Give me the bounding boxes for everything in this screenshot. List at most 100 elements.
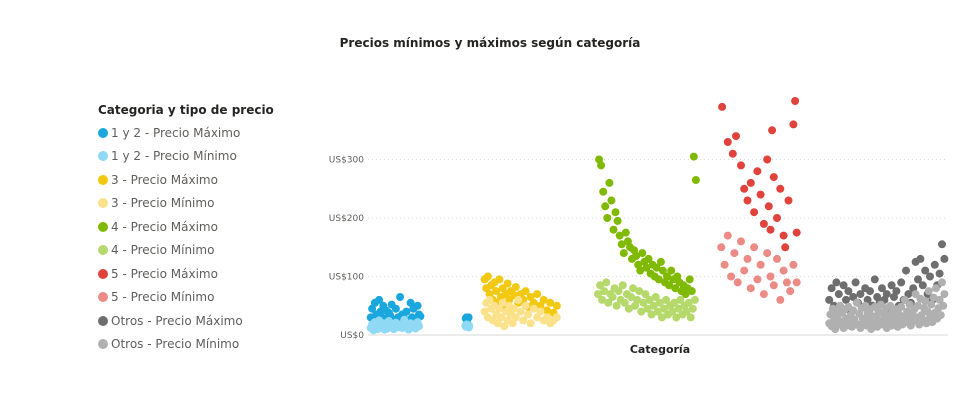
data-point[interactable] <box>529 298 538 307</box>
data-point[interactable] <box>500 322 509 331</box>
data-point[interactable] <box>629 284 637 293</box>
data-point[interactable] <box>594 290 602 299</box>
data-point[interactable] <box>613 216 622 225</box>
data-point[interactable] <box>510 304 519 313</box>
data-point[interactable] <box>844 287 853 296</box>
data-point[interactable] <box>938 278 946 287</box>
data-point[interactable] <box>495 275 504 284</box>
data-point[interactable] <box>600 287 609 296</box>
data-point[interactable] <box>914 275 922 284</box>
data-point[interactable] <box>543 313 551 322</box>
data-point[interactable] <box>776 184 785 193</box>
data-point[interactable] <box>671 284 680 293</box>
data-point[interactable] <box>781 243 790 252</box>
data-point[interactable] <box>483 272 492 281</box>
data-point[interactable] <box>617 240 626 249</box>
data-point[interactable] <box>656 257 665 266</box>
data-point[interactable] <box>524 310 533 319</box>
data-point[interactable] <box>641 290 650 299</box>
data-point[interactable] <box>773 214 781 222</box>
data-point[interactable] <box>636 266 645 275</box>
data-point[interactable] <box>605 178 614 187</box>
legend-item-3[interactable]: 3 - Precio Máximo <box>98 168 274 192</box>
data-point[interactable] <box>627 293 635 301</box>
data-point[interactable] <box>782 278 791 287</box>
data-point[interactable] <box>638 249 647 258</box>
data-point[interactable] <box>658 266 667 275</box>
data-point[interactable] <box>769 173 778 182</box>
data-point[interactable] <box>769 281 778 290</box>
legend-item-10[interactable]: Otros - Precio Mínimo <box>98 333 274 357</box>
data-point[interactable] <box>737 161 745 170</box>
data-point[interactable] <box>870 275 879 284</box>
legend-item-6[interactable]: 4 - Precio Mínimo <box>98 239 274 263</box>
data-point[interactable] <box>927 300 936 309</box>
data-point[interactable] <box>492 287 501 296</box>
data-point[interactable] <box>839 281 848 290</box>
data-point[interactable] <box>415 322 423 331</box>
legend-item-8[interactable]: 5 - Precio Mínimo <box>98 286 274 310</box>
data-point[interactable] <box>730 249 739 258</box>
data-point[interactable] <box>655 298 664 307</box>
data-point[interactable] <box>511 283 520 291</box>
data-point[interactable] <box>723 138 732 146</box>
data-point[interactable] <box>643 304 652 313</box>
data-point[interactable] <box>753 167 762 176</box>
data-point[interactable] <box>921 297 930 306</box>
data-point[interactable] <box>609 225 618 234</box>
data-point[interactable] <box>756 190 765 199</box>
data-point[interactable] <box>733 278 742 287</box>
data-point[interactable] <box>789 260 798 269</box>
data-point[interactable] <box>768 126 777 135</box>
data-point[interactable] <box>503 279 512 288</box>
data-point[interactable] <box>766 225 775 234</box>
data-point[interactable] <box>940 254 949 263</box>
data-point[interactable] <box>902 266 910 275</box>
data-point[interactable] <box>654 275 663 284</box>
data-point[interactable] <box>737 237 745 246</box>
data-point[interactable] <box>856 324 865 332</box>
data-point[interactable] <box>938 240 946 249</box>
data-point[interactable] <box>620 298 629 307</box>
data-point[interactable] <box>660 304 668 313</box>
data-point[interactable] <box>514 295 523 304</box>
data-point[interactable] <box>773 254 781 263</box>
data-point[interactable] <box>856 290 865 299</box>
data-point[interactable] <box>849 306 858 315</box>
data-point[interactable] <box>892 287 901 296</box>
data-point[interactable] <box>852 298 861 307</box>
data-point[interactable] <box>493 319 502 328</box>
data-point[interactable] <box>940 290 949 299</box>
data-point[interactable] <box>536 301 545 310</box>
data-point[interactable] <box>687 287 696 296</box>
data-point[interactable] <box>935 295 944 304</box>
data-point[interactable] <box>614 287 623 296</box>
data-point[interactable] <box>497 313 505 322</box>
data-point[interactable] <box>932 284 940 293</box>
data-point[interactable] <box>611 208 620 217</box>
data-point[interactable] <box>851 278 860 287</box>
data-point[interactable] <box>834 290 843 299</box>
data-point[interactable] <box>637 307 646 316</box>
data-point[interactable] <box>670 298 679 307</box>
data-point[interactable] <box>618 281 627 290</box>
data-point[interactable] <box>465 321 474 330</box>
data-point[interactable] <box>720 260 729 269</box>
legend-item-4[interactable]: 3 - Precio Mínimo <box>98 192 274 216</box>
data-point[interactable] <box>723 231 732 240</box>
data-point[interactable] <box>732 132 740 141</box>
data-point[interactable] <box>776 295 785 304</box>
data-point[interactable] <box>929 293 938 302</box>
data-point[interactable] <box>682 307 691 316</box>
data-point[interactable] <box>508 319 517 328</box>
data-point[interactable] <box>607 196 616 205</box>
data-point[interactable] <box>921 266 930 275</box>
data-point[interactable] <box>918 281 927 290</box>
data-point[interactable] <box>784 196 793 205</box>
data-point[interactable] <box>690 295 699 304</box>
data-point[interactable] <box>552 313 561 322</box>
data-point[interactable] <box>396 293 405 301</box>
data-point[interactable] <box>599 187 608 196</box>
data-point[interactable] <box>759 290 768 299</box>
data-point[interactable] <box>533 313 542 322</box>
